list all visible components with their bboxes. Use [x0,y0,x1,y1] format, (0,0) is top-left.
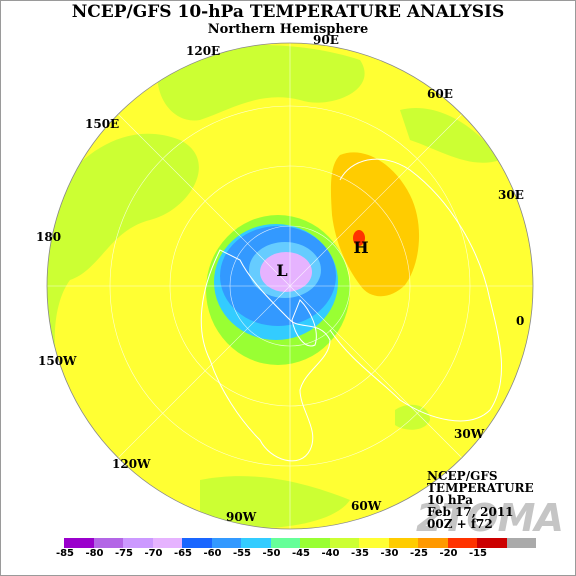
eurasia-outline [329,158,502,422]
colorbar-swatch [152,538,182,548]
colorbar-tick-label: -85 [55,548,75,559]
page-title: NCEP/GFS 10-hPa TEMPERATURE ANALYSIS [71,2,505,22]
cold-core [260,252,312,292]
colorbar-ticks: -85 -80 -75 -70 -65 -60 -55 -50 -45 -40 -35 -30 -25-… [50,548,530,562]
lime-region-east [400,108,500,163]
high-marker: H [353,238,368,257]
lon-label-180: 180 [36,230,62,244]
info-line-date: Feb 17, 2011 [427,505,514,519]
lon-label-30e: 30E [498,188,524,202]
colorbar-tick-label: -20 [439,548,458,559]
colorbar-swatch [300,538,330,548]
info-line-field: TEMPERATURE [427,481,534,495]
colorbar-swatch [477,538,507,548]
lon-label-90w: 90W [226,510,257,524]
colorbar-tick-label: -75 [114,548,134,559]
colorbar-tick-label: -40 [321,548,340,559]
colorbar-swatch [359,538,389,548]
colorbar-swatch [64,538,94,548]
lon-label-60w: 60W [351,499,382,513]
lon-label-30w: 30W [454,427,485,441]
map-border [46,42,534,530]
colorbar-tick-label: -25 [409,548,429,559]
info-line-forecast: 00Z + f72 [427,517,493,531]
colorbar-swatch [123,538,153,548]
coastlines [200,158,502,462]
lon-label-0: 0 [516,314,525,328]
colorbar-swatch [182,538,212,548]
info-line-source: NCEP/GFS [427,469,498,483]
lime-region-north [157,45,365,121]
colorbar-swatch [270,538,300,548]
lime-patch-southeast [395,404,430,430]
warm-core [353,230,365,246]
colorbar-swatch [329,538,359,548]
info-box: NCEP/GFS TEMPERATURE 10 hPa Feb 17, 2011… [427,470,534,530]
colorbar-tick-label: -70 [144,548,163,559]
lon-label-150w: 150W [38,354,77,368]
colorbar-tick-label: -45 [291,548,311,559]
graticule [47,43,533,529]
colorbar-swatch [211,538,241,548]
watermark: 2TOMA [416,496,564,540]
colorbar-tick-label: -55 [232,548,252,559]
colorbar-tick-label: -50 [262,548,281,559]
colorbar-tick-label: -15 [468,548,488,559]
colorbar-swatch [506,538,536,548]
lon-label-120e: 120E [186,44,221,58]
colorbar-tick-label: -35 [350,548,370,559]
page-subtitle: Northern Hemisphere [207,22,369,37]
colorbar-tick-label: -30 [380,548,399,559]
info-line-level: 10 hPa [427,493,474,507]
colorbar [64,538,536,548]
colorbar-swatch [447,538,477,548]
lon-label-90e: 90E [313,33,339,47]
colorbar-swatch [93,538,123,548]
lon-label-150e: 150E [85,117,120,131]
colorbar-swatch [241,538,271,548]
colorbar-tick-label: -65 [173,548,193,559]
colorbar-swatch [388,538,418,548]
lon-label-60e: 60E [427,87,453,101]
colorbar-tick-label: -60 [203,548,222,559]
north-america-outline [200,249,331,462]
colorbar-tick-label: -80 [85,548,104,559]
lon-label-120w: 120W [112,457,151,471]
warm-region [330,152,420,297]
greenland-outline [291,299,317,347]
low-marker: L [276,261,287,280]
lime-region-south [200,476,350,529]
colorbar-swatch [418,538,448,548]
